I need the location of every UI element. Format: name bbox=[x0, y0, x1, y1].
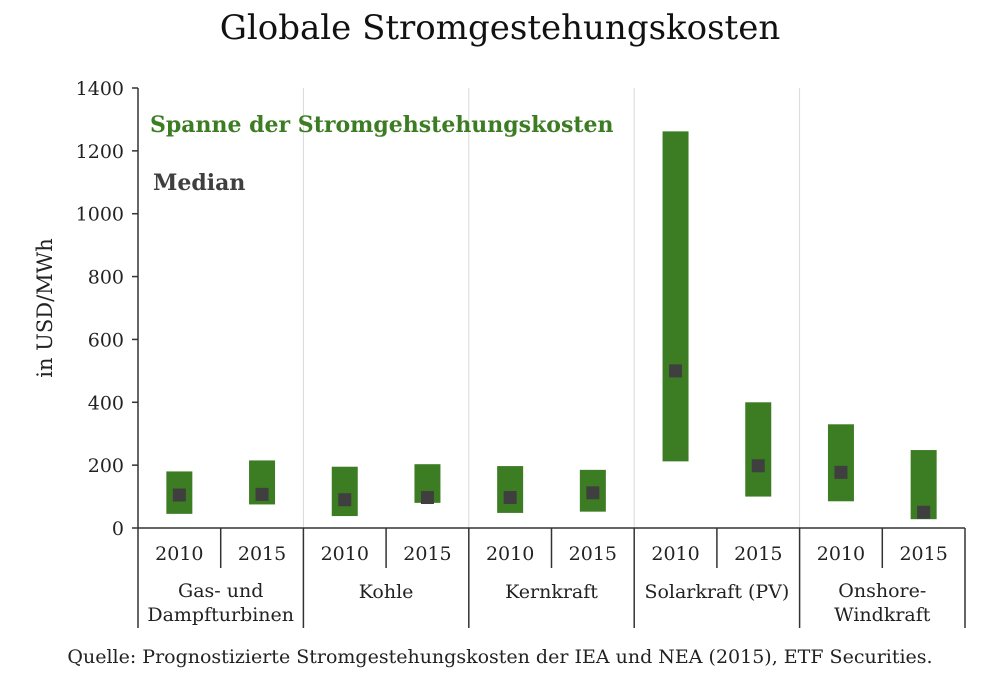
y-tick-label: 1200 bbox=[76, 141, 124, 163]
legend-range-label: Spanne der Stromgehstehungskosten bbox=[150, 112, 614, 138]
year-label: 2015 bbox=[238, 543, 286, 565]
grid-lines bbox=[302, 88, 801, 528]
axis-labels: 0 200 400 600 800 1000 1200 1400 2010 2015 2010 201… bbox=[76, 78, 948, 626]
median-marker bbox=[255, 487, 269, 501]
group-label: Gas- und bbox=[178, 580, 263, 602]
y-tick-label: 400 bbox=[88, 392, 124, 414]
median-marker bbox=[669, 364, 683, 378]
year-label: 2010 bbox=[321, 543, 369, 565]
median-marker bbox=[586, 486, 600, 500]
y-tick-label: 0 bbox=[112, 518, 124, 540]
range-bar bbox=[662, 131, 689, 462]
median-marker bbox=[503, 491, 517, 505]
y-tick-label: 600 bbox=[88, 329, 124, 351]
year-label: 2015 bbox=[403, 543, 451, 565]
legend-median-label: Median bbox=[153, 170, 245, 196]
range-bar bbox=[745, 402, 772, 497]
source-note: Quelle: Prognostizierte Stromgestehungsk… bbox=[67, 646, 933, 668]
median-marker bbox=[172, 488, 186, 502]
median-marker bbox=[420, 491, 434, 505]
y-tick-label: 200 bbox=[88, 455, 124, 477]
range-bar bbox=[497, 466, 524, 513]
group-label: Kernkraft bbox=[505, 581, 598, 603]
year-label: 2010 bbox=[817, 543, 865, 565]
year-label: 2010 bbox=[486, 543, 534, 565]
range-bar bbox=[827, 424, 854, 502]
median-marker bbox=[834, 465, 848, 479]
group-label: Kohle bbox=[359, 581, 414, 603]
y-tick-label: 1400 bbox=[76, 78, 124, 100]
chart-title: Globale Stromgestehungskosten bbox=[219, 8, 781, 48]
median-markers bbox=[172, 364, 931, 519]
group-label: Solarkraft (PV) bbox=[644, 581, 789, 603]
median-marker bbox=[917, 505, 931, 519]
group-label: Windkraft bbox=[834, 604, 931, 626]
group-label: Dampfturbinen bbox=[147, 604, 294, 626]
range-bar bbox=[331, 466, 358, 517]
y-axis-title: in USD/MWh bbox=[33, 238, 57, 378]
year-label: 2015 bbox=[569, 543, 617, 565]
year-label: 2010 bbox=[155, 543, 203, 565]
median-marker bbox=[751, 459, 765, 473]
y-tick-label: 800 bbox=[88, 267, 124, 289]
year-label: 2010 bbox=[651, 543, 699, 565]
median-marker bbox=[338, 493, 352, 507]
axes bbox=[132, 87, 966, 628]
year-label: 2015 bbox=[734, 543, 782, 565]
y-tick-label: 1000 bbox=[76, 204, 124, 226]
range-bars bbox=[166, 131, 937, 520]
year-label: 2015 bbox=[899, 543, 947, 565]
group-label: Onshore- bbox=[838, 580, 926, 602]
